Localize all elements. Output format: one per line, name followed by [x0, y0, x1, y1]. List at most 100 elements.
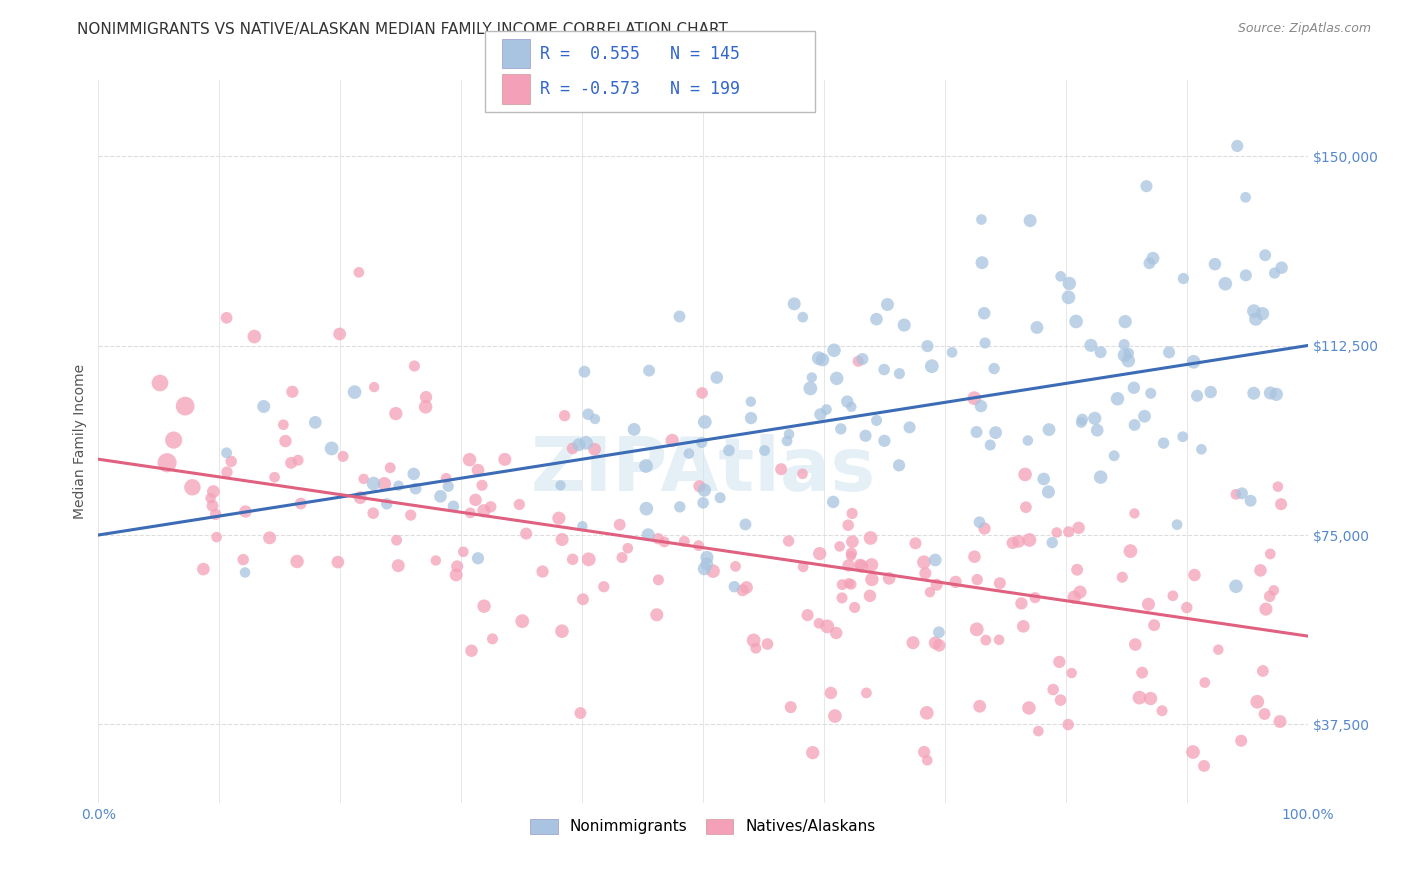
Point — [1118, 346, 1140, 360]
Point — [839, 577, 862, 591]
Point — [1194, 675, 1216, 690]
Point — [156, 456, 179, 470]
Point — [1264, 266, 1286, 280]
Point — [893, 318, 915, 332]
Point — [321, 442, 343, 456]
Point — [574, 365, 596, 379]
Point — [778, 427, 800, 442]
Point — [914, 566, 936, 581]
Point — [970, 212, 993, 227]
Point — [838, 558, 860, 573]
Text: R =  0.555   N = 145: R = 0.555 N = 145 — [540, 45, 740, 62]
Point — [928, 625, 950, 640]
Point — [332, 450, 354, 464]
Point — [983, 361, 1005, 376]
Point — [754, 443, 776, 458]
Point — [841, 507, 863, 521]
Point — [984, 425, 1007, 440]
Point — [637, 528, 659, 542]
Point — [1208, 642, 1230, 657]
Point — [202, 484, 225, 499]
Point — [547, 511, 569, 525]
Point — [855, 686, 877, 700]
Point — [851, 559, 873, 574]
Point — [1059, 277, 1081, 291]
Point — [387, 479, 409, 493]
Point — [561, 552, 583, 566]
Point — [1123, 638, 1146, 652]
Point — [912, 745, 935, 759]
Point — [162, 433, 184, 447]
Point — [668, 310, 690, 324]
Point — [568, 438, 591, 452]
Point — [889, 367, 911, 381]
Text: ZIPAtlas: ZIPAtlas — [530, 434, 876, 507]
Point — [1057, 524, 1080, 539]
Point — [841, 534, 863, 549]
Point — [1066, 563, 1088, 577]
Point — [204, 508, 226, 522]
Point — [1192, 759, 1215, 773]
Point — [924, 636, 946, 650]
Point — [402, 467, 425, 481]
Point — [800, 370, 823, 384]
Point — [464, 492, 486, 507]
Point — [1084, 411, 1107, 425]
Point — [193, 562, 215, 576]
Point — [717, 443, 740, 458]
Point — [399, 508, 422, 522]
Point — [1028, 724, 1050, 739]
Point — [349, 491, 371, 505]
Point — [638, 363, 661, 377]
Text: R = -0.573   N = 199: R = -0.573 N = 199 — [540, 80, 740, 98]
Point — [1018, 533, 1040, 547]
Point — [281, 384, 304, 399]
Point — [508, 498, 530, 512]
Point — [1119, 544, 1142, 558]
Point — [778, 534, 800, 549]
Point — [233, 566, 256, 580]
Point — [1057, 717, 1080, 731]
Point — [343, 385, 366, 400]
Point — [1139, 386, 1161, 401]
Point — [966, 573, 988, 587]
Point — [877, 571, 900, 585]
Point — [904, 536, 927, 550]
Point — [347, 265, 370, 279]
Point — [215, 446, 238, 460]
Point — [912, 555, 935, 569]
Point — [1263, 583, 1285, 598]
Point — [969, 699, 991, 714]
Point — [1258, 589, 1281, 603]
Point — [1246, 695, 1268, 709]
Point — [851, 352, 873, 367]
Point — [444, 567, 467, 582]
Point — [1135, 179, 1157, 194]
Point — [326, 555, 349, 569]
Point — [1049, 693, 1071, 707]
Point — [1253, 706, 1275, 721]
Point — [693, 483, 716, 497]
Point — [1204, 257, 1226, 271]
Point — [1234, 190, 1257, 204]
Point — [1137, 597, 1160, 611]
Point — [855, 429, 877, 443]
Point — [825, 371, 848, 385]
Point — [1102, 449, 1125, 463]
Point — [263, 470, 285, 484]
Point — [479, 500, 502, 514]
Point — [285, 554, 308, 568]
Point — [385, 533, 408, 548]
Point — [472, 599, 495, 614]
Point — [740, 394, 762, 409]
Point — [688, 479, 710, 493]
Point — [740, 411, 762, 425]
Point — [1268, 714, 1291, 729]
Point — [467, 551, 489, 566]
Point — [1173, 271, 1195, 285]
Point — [200, 491, 222, 506]
Point — [1007, 534, 1029, 549]
Point — [1123, 417, 1146, 432]
Point — [609, 517, 631, 532]
Point — [735, 581, 758, 595]
